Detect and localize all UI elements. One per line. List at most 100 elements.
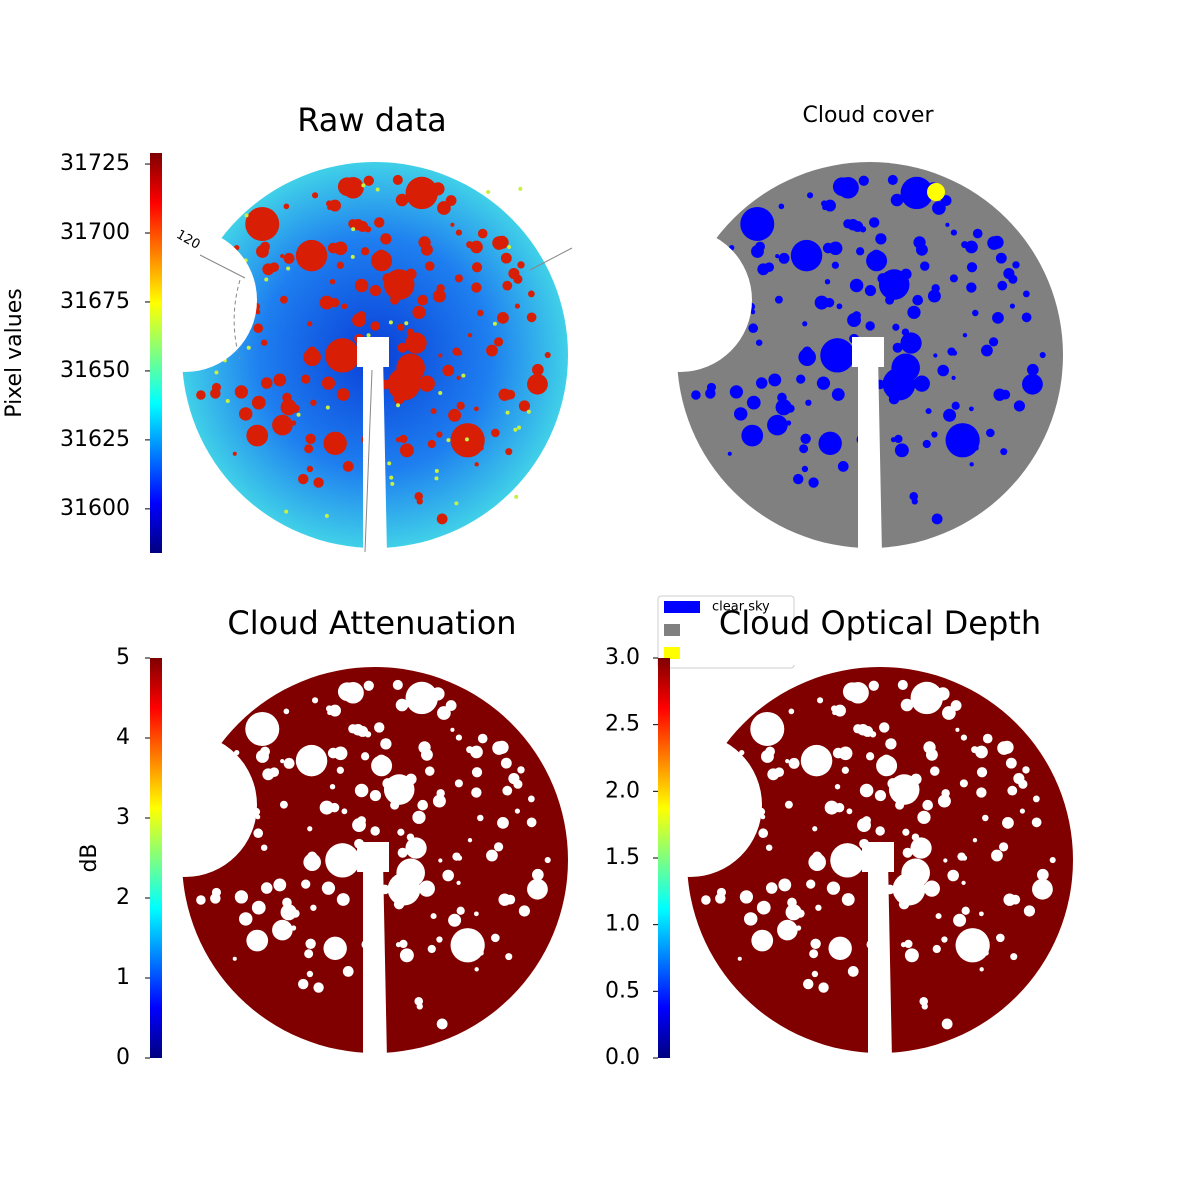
cloud-blob [397, 342, 408, 353]
cloud-blob [395, 193, 409, 207]
cloud-blob [196, 390, 206, 400]
cloud-blob [326, 200, 333, 207]
cloud-blob [817, 697, 824, 704]
mask [175, 115, 575, 160]
cloud-blob [800, 433, 811, 445]
cloud-blob [394, 890, 403, 899]
colorbar-tick-label: 3.0 [605, 645, 640, 670]
cloud-blob [238, 912, 253, 926]
cloud-blob [778, 252, 790, 264]
cloud-blob [941, 1018, 953, 1030]
cloud-blob [455, 734, 463, 741]
cloud-blob [273, 878, 287, 892]
cloud-blob [370, 321, 380, 331]
speckle [454, 501, 459, 506]
cloud-blob [887, 174, 898, 185]
cloud-blob [283, 252, 295, 264]
cloud-blob [442, 869, 454, 882]
speckle [438, 391, 443, 396]
cloud-blob [544, 857, 551, 864]
cloud-blob [925, 408, 932, 415]
cloud-blob [473, 911, 479, 917]
sky-image [113, 115, 575, 555]
cloud-blob [387, 872, 421, 906]
cloud-blob [826, 881, 841, 895]
cloud-blob [810, 938, 821, 950]
cloud-blob [800, 744, 833, 777]
speckle [225, 399, 230, 404]
cloud-blob [715, 893, 726, 904]
cloud-blob [966, 282, 977, 293]
cloud-blob [809, 949, 819, 959]
cloud-blob [947, 347, 956, 356]
cloud-blob [427, 439, 436, 449]
cloud-blob [784, 800, 793, 809]
cloud-blob [500, 757, 512, 769]
cloud-blob [412, 305, 426, 319]
cloud-blob [846, 808, 853, 815]
colorbar-tick-label: 0.0 [605, 1045, 640, 1070]
cloud-blob [892, 323, 900, 331]
speckle [514, 494, 519, 499]
cloud-blob [1026, 363, 1039, 376]
mask [680, 620, 1080, 665]
cloud-blob [374, 217, 385, 228]
cloud-blob [961, 880, 966, 886]
cloud-blob [298, 473, 309, 485]
cloud-blob [1003, 893, 1016, 906]
panel-title: Cloud Attenuation [227, 604, 516, 642]
cloud-blob [988, 337, 999, 347]
cloud-blob [862, 725, 874, 737]
cloud-blob [737, 956, 742, 961]
cloud-blob [419, 843, 424, 849]
cloud-blob [1010, 953, 1018, 961]
cloud-blob [945, 222, 950, 227]
cloud-blob [909, 491, 919, 501]
cloud-blob [430, 408, 437, 415]
cloud-blob [831, 705, 838, 712]
cloud-blob [425, 766, 435, 776]
panel-title: Raw data [297, 101, 447, 139]
cloud-blob [998, 842, 1009, 852]
polar-axis [529, 247, 573, 271]
cloud-blob [471, 787, 482, 798]
cloud-blob [329, 784, 336, 790]
cloud-blob [785, 420, 792, 426]
cloud-blob [889, 385, 898, 394]
cloud-blob [972, 309, 979, 317]
cloud-blob [279, 295, 288, 304]
cloud-blob [847, 313, 861, 327]
cloud-blob [347, 182, 354, 189]
speckle [296, 412, 301, 417]
cloud-blob [957, 852, 966, 861]
cloud-blob [336, 893, 350, 906]
cloud-blob [931, 431, 938, 438]
cloud-blob [852, 687, 859, 694]
colorbar-tick-label: 2.0 [605, 778, 640, 803]
cloud-blob [486, 849, 498, 862]
cloud-blob [304, 949, 314, 959]
cloud-blob [474, 462, 479, 467]
mask [113, 228, 257, 372]
cloud-blob [955, 928, 990, 963]
speckle [388, 320, 393, 325]
cloud-blob [313, 982, 324, 993]
cloud-blob [471, 767, 483, 778]
cloud-blob [392, 174, 403, 185]
colorbar-tick-label: 1.5 [605, 845, 640, 870]
cloud-blob [471, 262, 483, 273]
cloud-blob [471, 282, 482, 293]
cloud-blob [497, 816, 509, 829]
cloud-blob [902, 847, 913, 858]
cloud-blob [840, 180, 855, 195]
cloud-blob [751, 929, 774, 952]
cloud-blob [869, 217, 880, 228]
cloud-blob [418, 236, 431, 249]
cloud-blob [342, 461, 354, 472]
cloud-blob [758, 828, 769, 839]
cloud-blob [774, 295, 783, 304]
cloud-blob [750, 309, 756, 315]
cloud-blob [348, 219, 358, 229]
cloud-blob [841, 766, 849, 774]
cloud-blob [306, 465, 314, 473]
